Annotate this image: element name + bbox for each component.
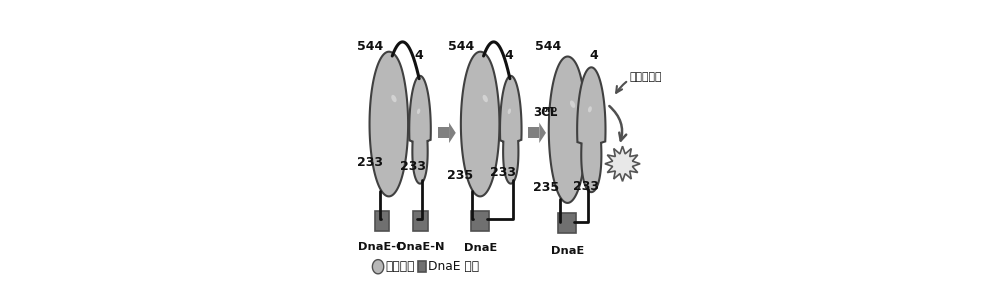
Ellipse shape: [570, 101, 575, 108]
Ellipse shape: [508, 109, 511, 114]
Polygon shape: [500, 76, 522, 184]
Polygon shape: [409, 76, 431, 184]
Polygon shape: [370, 52, 408, 196]
Text: 544: 544: [535, 40, 561, 53]
Text: DnaE 片段: DnaE 片段: [428, 260, 479, 273]
Polygon shape: [539, 123, 546, 143]
Ellipse shape: [483, 95, 488, 102]
Ellipse shape: [417, 109, 420, 114]
Text: 544: 544: [448, 40, 474, 52]
Text: DnaE: DnaE: [464, 243, 497, 253]
Ellipse shape: [391, 95, 397, 102]
Text: 荧光素醂: 荧光素醂: [386, 260, 415, 273]
Text: 233: 233: [400, 160, 426, 173]
Polygon shape: [605, 146, 640, 181]
Text: pro: pro: [541, 105, 557, 114]
Bar: [438, 127, 449, 139]
Polygon shape: [449, 123, 456, 143]
Polygon shape: [372, 260, 384, 274]
Text: 233: 233: [573, 180, 599, 193]
Polygon shape: [549, 56, 586, 203]
Text: DnaE-C: DnaE-C: [358, 243, 405, 253]
Text: 3CL: 3CL: [533, 106, 558, 119]
Text: 4: 4: [414, 49, 423, 62]
Polygon shape: [461, 52, 499, 196]
FancyBboxPatch shape: [375, 211, 389, 231]
Text: 233: 233: [490, 166, 516, 179]
Text: 235: 235: [533, 181, 559, 194]
Text: 4: 4: [504, 49, 513, 62]
FancyArrowPatch shape: [609, 106, 626, 141]
Text: 544: 544: [357, 40, 384, 52]
Text: 检测缓冲液: 检测缓冲液: [629, 72, 662, 82]
Text: 233: 233: [357, 156, 383, 169]
FancyBboxPatch shape: [413, 211, 428, 231]
Bar: [528, 127, 539, 139]
FancyBboxPatch shape: [471, 211, 489, 231]
Text: DnaE: DnaE: [551, 246, 584, 256]
FancyBboxPatch shape: [558, 213, 576, 233]
Text: 4: 4: [590, 49, 599, 62]
Ellipse shape: [588, 106, 592, 112]
Polygon shape: [577, 67, 606, 192]
Text: DnaE-N: DnaE-N: [397, 243, 444, 253]
Text: 235: 235: [447, 169, 473, 182]
FancyBboxPatch shape: [418, 261, 426, 272]
FancyArrowPatch shape: [616, 82, 626, 93]
